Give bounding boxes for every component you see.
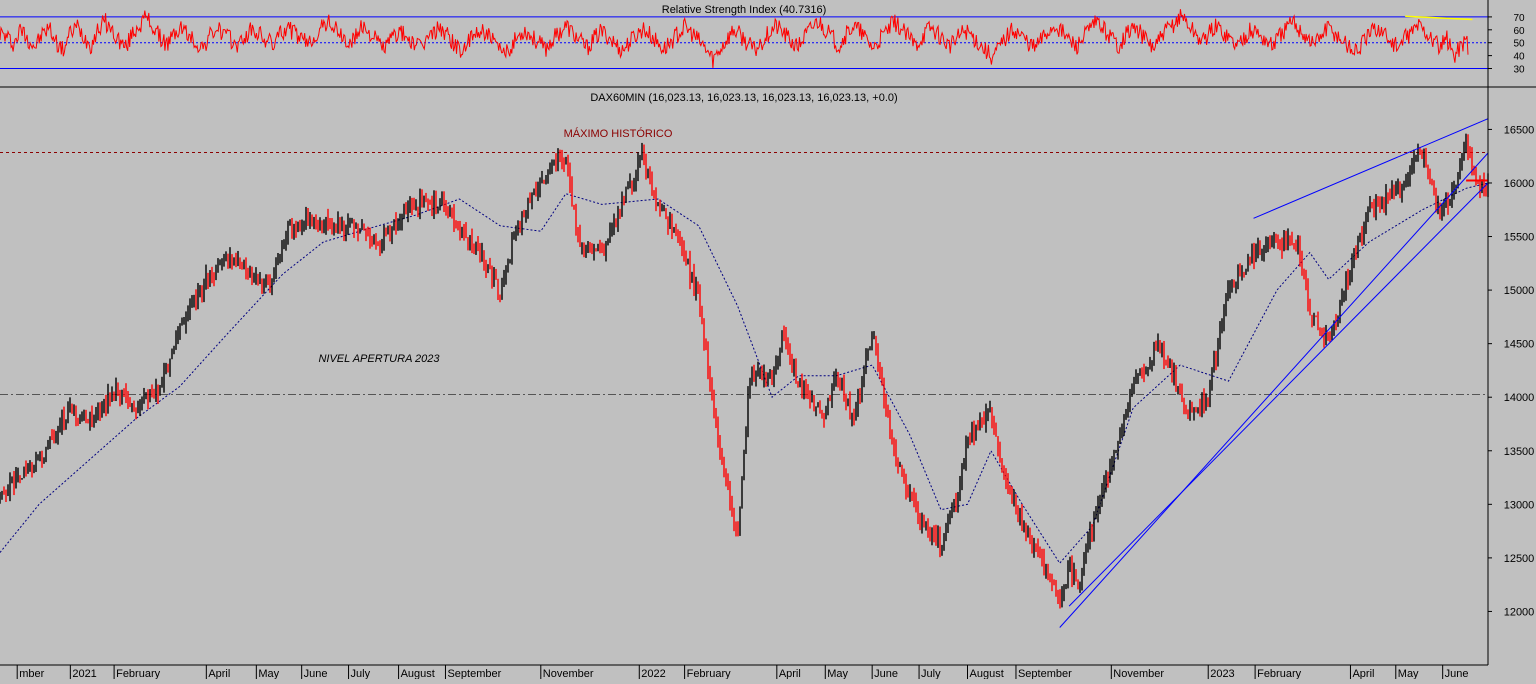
rsi-panel: Relative Strength Index (40.7316) 30 40 50… xyxy=(0,4,1525,76)
x-tick-label: November xyxy=(543,668,594,679)
rsi-annotation-line xyxy=(1405,15,1473,21)
rsi-y-axis: 30 40 50 60 70 xyxy=(1488,13,1525,76)
x-tick-label: July xyxy=(351,668,371,679)
price-y-tick-label: 13500 xyxy=(1504,446,1535,458)
x-tick-label: 2022 xyxy=(641,668,665,679)
price-y-tick-label: 12500 xyxy=(1504,553,1535,565)
lower-trendline xyxy=(1059,152,1489,628)
rsi-y-tick-label: 60 xyxy=(1513,26,1525,37)
price-y-tick-label: 16000 xyxy=(1504,178,1535,190)
x-tick-label: June xyxy=(304,668,328,679)
mid-trendline xyxy=(1068,182,1489,607)
x-tick-label: June xyxy=(1445,668,1469,679)
x-tick-label: February xyxy=(687,668,732,679)
x-tick-label: August xyxy=(401,668,435,679)
price-y-tick-label: 15000 xyxy=(1504,285,1535,297)
x-tick-label: February xyxy=(1257,668,1302,679)
rsi-y-tick-label: 30 xyxy=(1513,65,1525,76)
rsi-y-tick-label: 70 xyxy=(1513,13,1525,24)
reference-lines xyxy=(0,151,1488,396)
price-plot xyxy=(0,118,1489,628)
price-y-tick-label: 16500 xyxy=(1504,124,1535,136)
price-y-tick-label: 13000 xyxy=(1504,499,1535,511)
price-y-tick-label: 14500 xyxy=(1504,339,1535,351)
x-axis: mber 2021 February April May June July August Se… xyxy=(16,665,1469,680)
rsi-title: Relative Strength Index (40.7316) xyxy=(662,4,827,16)
x-tick-label: April xyxy=(208,668,230,679)
x-tick-label: September xyxy=(1018,668,1072,679)
price-y-tick-label: 12000 xyxy=(1504,606,1535,618)
x-tick-label: April xyxy=(1352,668,1374,679)
x-tick-label: April xyxy=(779,668,801,679)
price-y-axis: 12000 12500 13000 13500 14000 14500 15000 15500… xyxy=(1488,124,1534,618)
x-tick-label: May xyxy=(258,668,279,679)
x-tick-label: June xyxy=(874,668,898,679)
x-tick-label: November xyxy=(1113,668,1164,679)
ath-label: MÁXIMO HISTÓRICO xyxy=(564,127,673,140)
x-tick-label: February xyxy=(116,668,161,679)
x-tick-label: July xyxy=(921,668,941,679)
x-tick-label: August xyxy=(970,668,1004,679)
price-y-tick-label: 15500 xyxy=(1504,232,1535,244)
x-tick-label: May xyxy=(1398,668,1419,679)
rsi-y-tick-label: 40 xyxy=(1513,52,1525,63)
rsi-plot xyxy=(0,9,1488,70)
price-panel: DAX60MIN (16,023.13, 16,023.13, 16,023.1… xyxy=(0,92,1534,628)
price-y-tick-label: 14000 xyxy=(1504,392,1535,404)
open-level-label: NIVEL APERTURA 2023 xyxy=(318,353,440,365)
price-title: DAX60MIN (16,023.13, 16,023.13, 16,023.1… xyxy=(590,92,897,104)
rsi-y-tick-label: 50 xyxy=(1513,39,1525,50)
upper-trendline xyxy=(1253,118,1489,219)
x-tick-label: May xyxy=(827,668,848,679)
x-tick-label: mber xyxy=(19,668,44,679)
x-tick-label: 2021 xyxy=(72,668,96,679)
x-tick-label: 2023 xyxy=(1210,668,1234,679)
rsi-line xyxy=(0,9,1469,68)
moving-average-line xyxy=(0,182,1489,565)
x-tick-label: September xyxy=(447,668,501,679)
